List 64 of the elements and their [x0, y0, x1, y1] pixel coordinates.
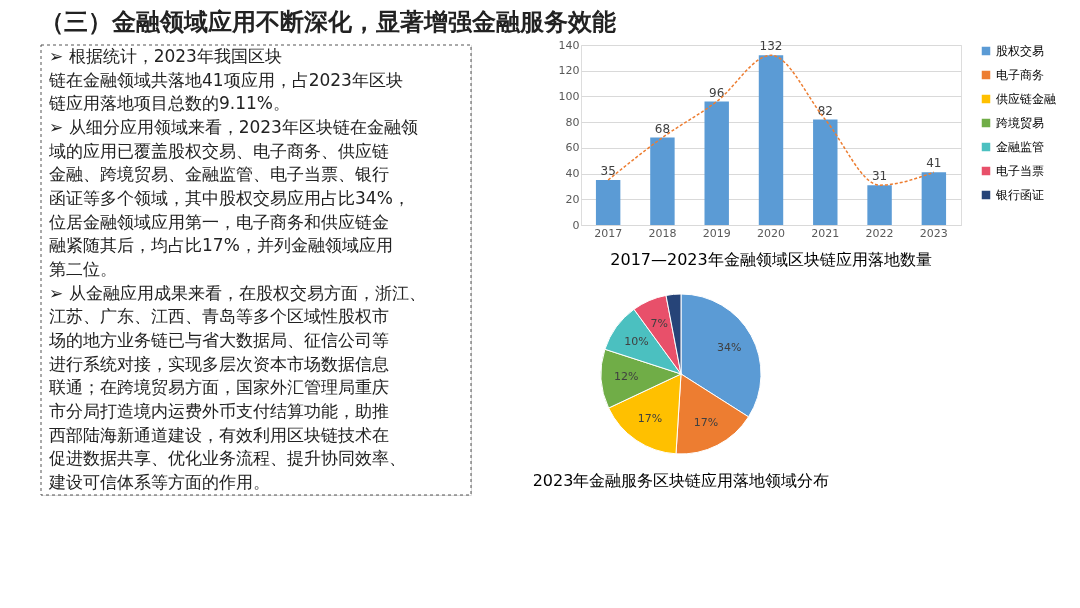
text: 联通；在跨境贸易方面，国家外汇管理局重庆 — [49, 377, 389, 398]
y-tick-label: 80 — [565, 115, 580, 129]
text: 函证等多个领域，其中股权交易应用占比34%， — [49, 187, 410, 208]
legend-label: 金融监管 — [996, 140, 1044, 154]
text: （三）金融领域应用不断深化，显著增强金融服务效能 — [40, 7, 616, 36]
text: 融紧随其后，均占比17%，并列金融领域应用 — [49, 235, 393, 256]
x-tick-label: 2023 — [919, 226, 948, 240]
bar — [813, 119, 838, 225]
text: 江苏、广东、江西、青岛等多个区域性股权市 — [49, 306, 389, 327]
bar — [867, 185, 892, 225]
data-label: 10% — [624, 334, 649, 348]
data-label: 34% — [716, 340, 742, 354]
y-tick-label: 60 — [565, 141, 580, 155]
bar — [921, 172, 947, 225]
data-label: 17% — [637, 412, 663, 426]
text: 链应用落地项目总数的9.11%。 — [48, 93, 291, 114]
bar — [650, 137, 675, 225]
legend-label: 股权交易 — [996, 44, 1044, 58]
legend-label: 电子商务 — [996, 68, 1044, 82]
text: 促进数据共享、优化业务流程、提升协同效率、 — [49, 448, 406, 469]
data-label: 41 — [926, 156, 942, 171]
data-label: 7% — [650, 316, 668, 330]
data-label: 12% — [613, 370, 639, 384]
legend-label: 供应链金融 — [996, 92, 1056, 106]
text: 西部陆海新通道建设，有效利用区块链技术在 — [49, 424, 389, 445]
text: 2017—2023年金融领域区块链应用落地数量 — [610, 250, 932, 269]
text: 市分局打造境内运费外币支付结算功能，助推 — [49, 401, 389, 422]
text: ➢ 从金融应用成果来看，在股权交易方面，浙江、 — [49, 282, 426, 303]
data-label: 31 — [871, 169, 888, 184]
y-tick-label: 100 — [558, 89, 580, 103]
legend-label: 银行函证 — [995, 188, 1044, 202]
x-tick-label: 2018 — [648, 226, 677, 240]
bar — [704, 101, 729, 225]
x-tick-label: 2022 — [865, 226, 894, 240]
text: ➢ 从细分应用领域来看，2023年区块链在金融领 — [49, 116, 418, 137]
data-label: 17% — [693, 416, 719, 430]
legend-label: 电子当票 — [996, 164, 1044, 178]
y-tick-label: 140 — [558, 38, 580, 52]
data-label: 82 — [817, 103, 833, 118]
text: 进行系统对接，实现多层次资本市场数据信息 — [49, 353, 389, 374]
text: 2023年金融服务区块链应用落地领域分布 — [532, 471, 830, 490]
text: 建设可信体系等方面的作用。 — [48, 472, 270, 493]
legend-label: 跨境贸易 — [996, 116, 1044, 130]
text: 第二位。 — [49, 259, 117, 279]
data-label: 35 — [600, 164, 616, 178]
y-tick-label: 0 — [572, 218, 580, 232]
y-tick-label: 20 — [565, 192, 580, 206]
text: 金融、跨境贸易、金融监管、电子当票、银行 — [49, 164, 389, 185]
x-tick-label: 2020 — [757, 226, 785, 240]
text: 链在金融领域共落地41项应用，占2023年区块 — [48, 69, 403, 90]
x-tick-label: 2021 — [811, 226, 840, 240]
bar — [595, 180, 621, 225]
data-label: 68 — [654, 121, 671, 136]
data-label: 96 — [709, 85, 725, 100]
y-tick-label: 40 — [565, 167, 580, 181]
y-tick-label: 120 — [558, 64, 580, 78]
bar — [758, 55, 784, 225]
text: 场的地方业务链已与省大数据局、征信公司等 — [48, 330, 389, 351]
data-label: 132 — [759, 39, 783, 54]
text: ➢ 根据统计，2023年我国区块 — [49, 45, 282, 66]
text: 位居金融领域应用第一，电子商务和供应链金 — [49, 211, 389, 232]
x-tick-label: 2017 — [594, 226, 623, 240]
x-tick-label: 2019 — [702, 226, 731, 240]
text: 域的应用已覆盖股权交易、电子商务、供应链 — [48, 140, 389, 161]
